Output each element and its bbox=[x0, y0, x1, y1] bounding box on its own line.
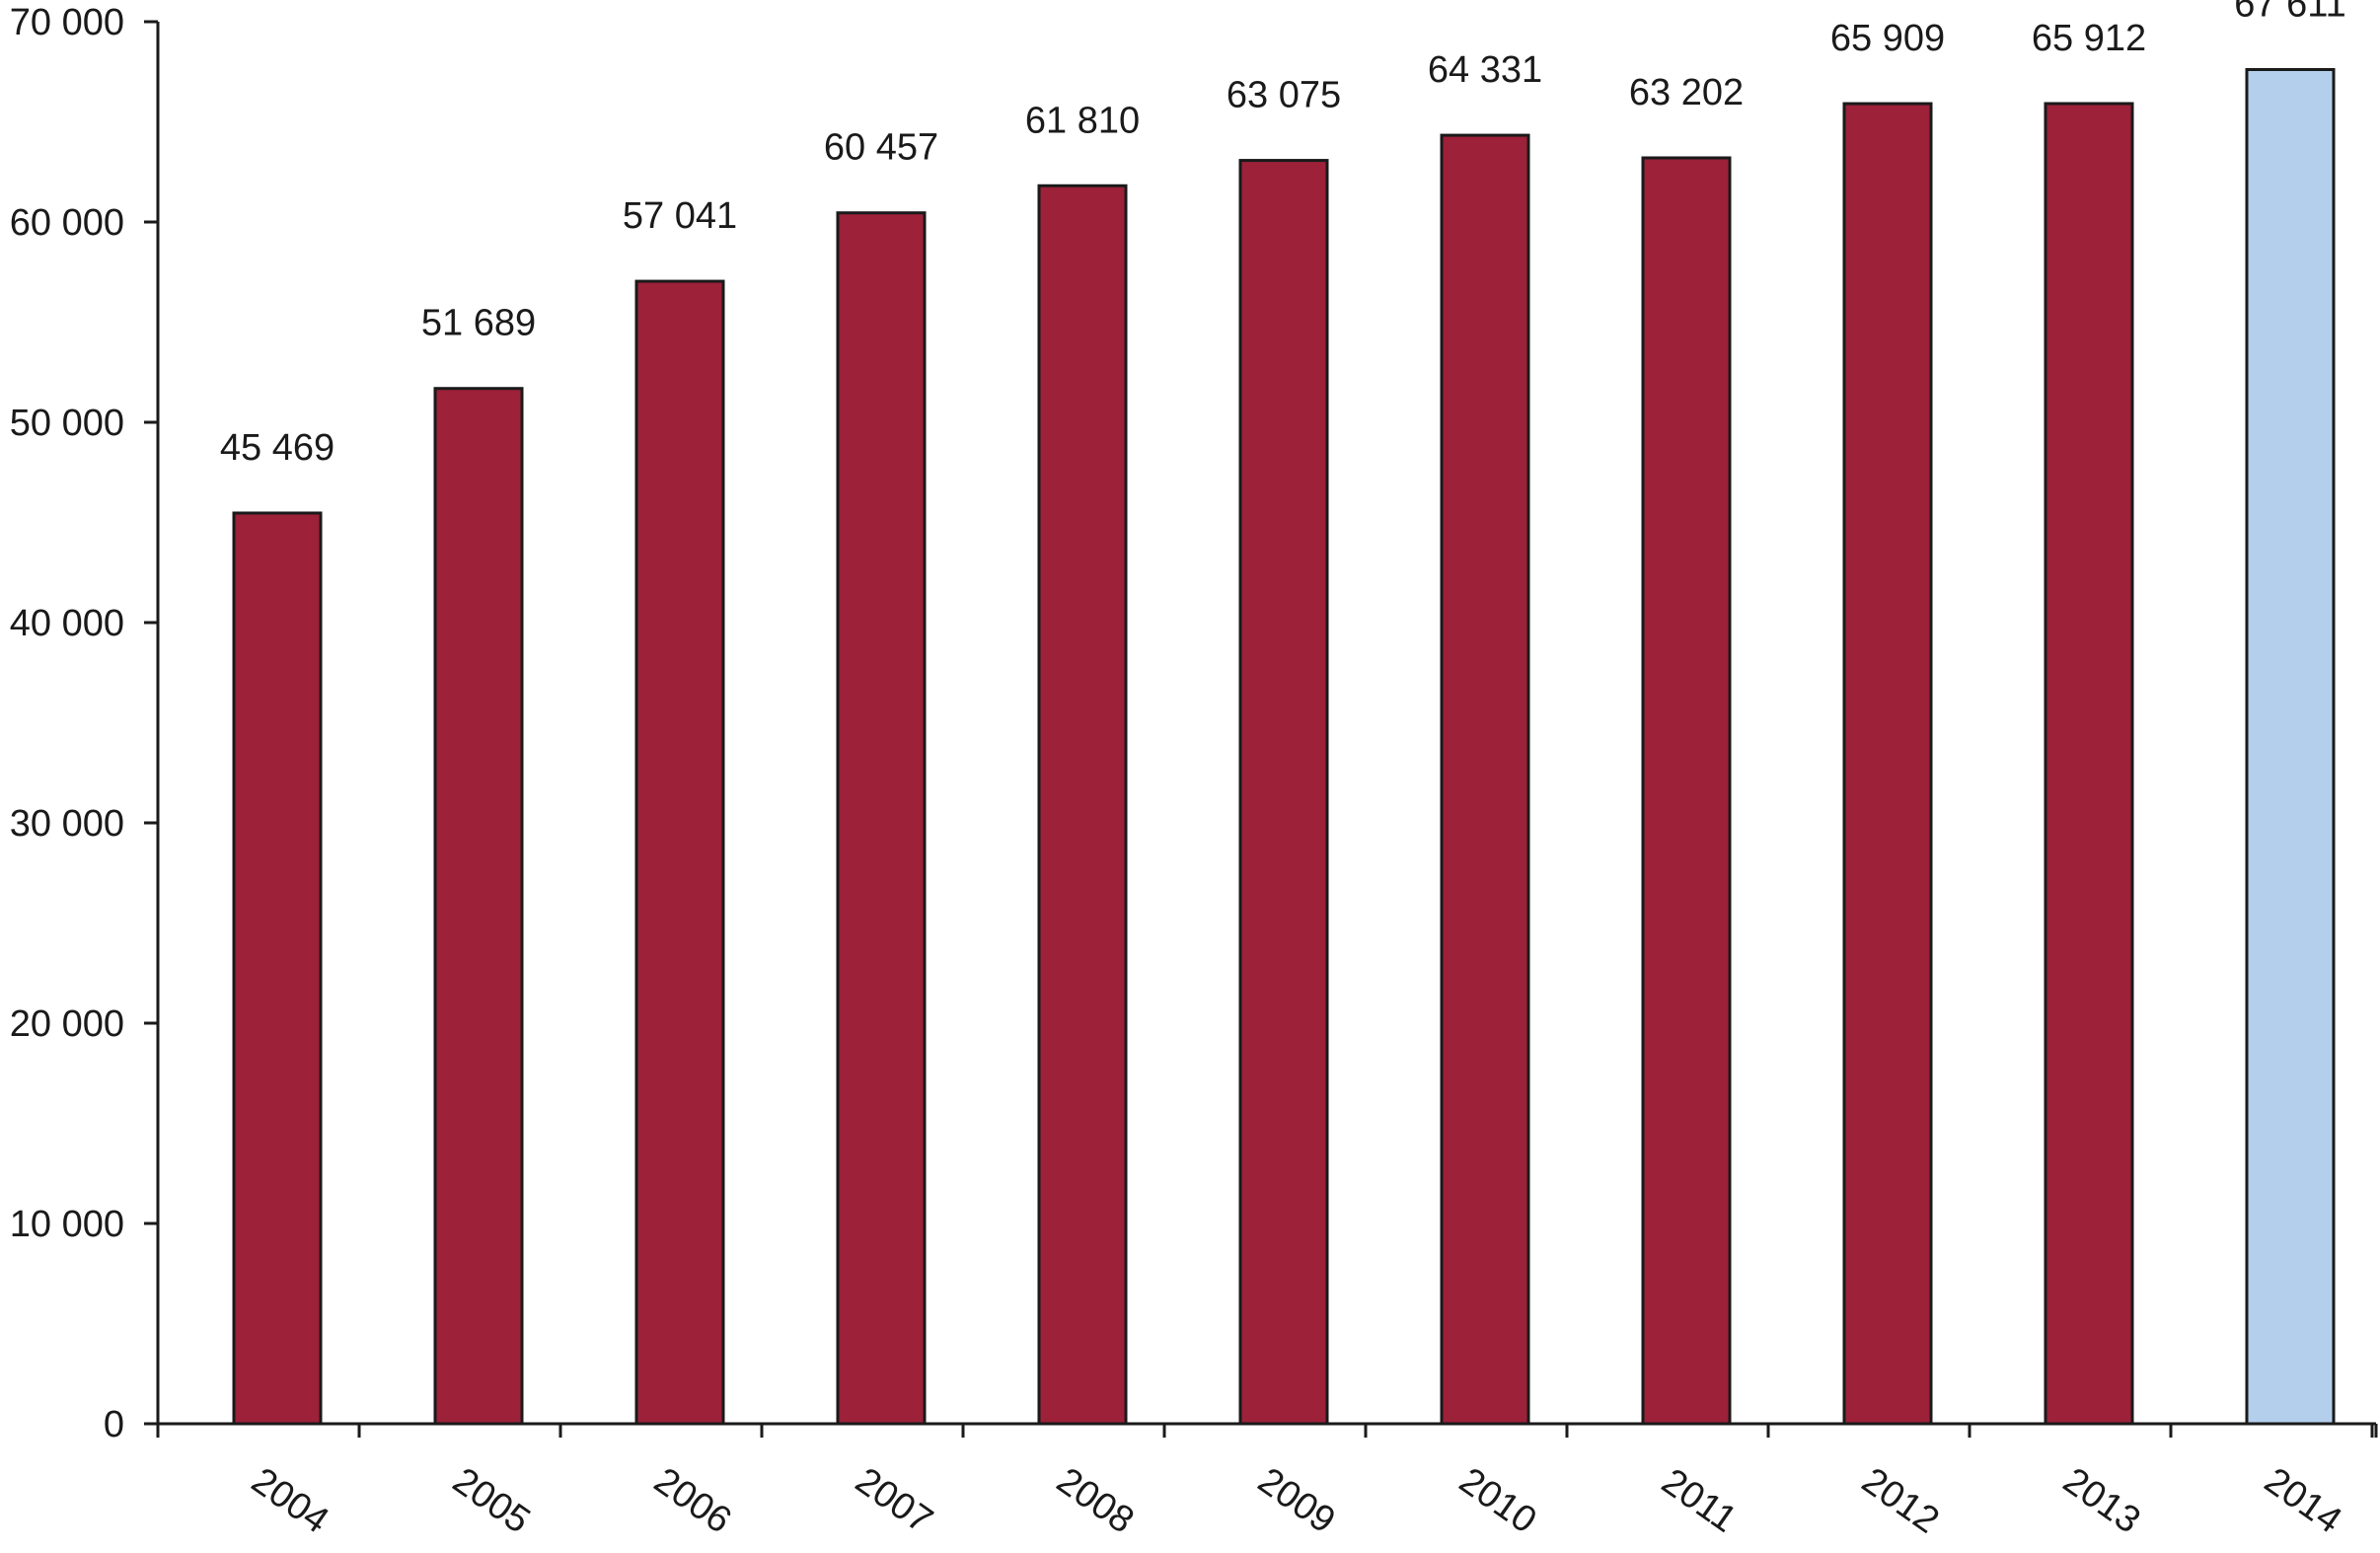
bar-2009 bbox=[1238, 159, 1329, 1426]
x-tick-label: 2013 bbox=[2055, 1460, 2147, 1542]
x-tick-label: 2011 bbox=[1654, 1461, 1744, 1541]
bar-2010 bbox=[1440, 133, 1530, 1426]
data-label: 57 041 bbox=[623, 195, 737, 237]
y-tick-label: 20 000 bbox=[10, 1003, 124, 1045]
x-tick-label: 2005 bbox=[445, 1460, 537, 1542]
bar-2004 bbox=[232, 511, 323, 1426]
x-tick-label: 2008 bbox=[1049, 1460, 1141, 1542]
bar-2011 bbox=[1641, 156, 1732, 1426]
y-axis-ticks: 0 10 000 20 000 30 000 40 000 50 000 60 000 70 … bbox=[10, 2, 158, 1445]
bar-2012 bbox=[1842, 102, 1933, 1426]
data-label: 65 909 bbox=[1830, 18, 1945, 59]
data-label: 67 611 bbox=[2234, 0, 2345, 25]
x-tick-label: 2009 bbox=[1250, 1460, 1342, 1542]
data-label: 65 912 bbox=[2032, 18, 2146, 59]
data-label: 63 202 bbox=[1629, 72, 1744, 113]
bar-2008 bbox=[1037, 184, 1128, 1426]
y-tick-label: 30 000 bbox=[10, 803, 124, 845]
x-tick-label: 2012 bbox=[1854, 1460, 1946, 1542]
bar-2007 bbox=[836, 211, 927, 1426]
x-tick-label: 2006 bbox=[646, 1460, 738, 1542]
data-label: 63 075 bbox=[1227, 75, 1341, 116]
x-axis-labels: 2004 2005 2006 2007 2008 2009 2010 2011 2012 2013… bbox=[244, 1460, 2348, 1542]
x-tick-label: 2010 bbox=[1451, 1460, 1543, 1542]
axes bbox=[156, 22, 2378, 1438]
x-tick-label: 2014 bbox=[2257, 1460, 2348, 1542]
data-label: 60 457 bbox=[824, 127, 938, 169]
y-tick-label: 40 000 bbox=[10, 603, 124, 644]
bars bbox=[232, 67, 2336, 1426]
data-label: 64 331 bbox=[1428, 49, 1542, 91]
data-label: 45 469 bbox=[220, 427, 335, 469]
value-labels: 45 469 51 689 57 041 60 457 61 810 63 075 64 3… bbox=[220, 0, 2346, 469]
bar-2006 bbox=[634, 279, 725, 1426]
y-tick-label: 60 000 bbox=[10, 202, 124, 244]
y-tick-label: 50 000 bbox=[10, 403, 124, 444]
data-label: 51 689 bbox=[421, 303, 536, 344]
x-tick-label: 2004 bbox=[244, 1460, 335, 1542]
bar-2014 bbox=[2245, 67, 2336, 1426]
data-label: 61 810 bbox=[1025, 100, 1140, 141]
x-tick-label: 2007 bbox=[848, 1460, 939, 1542]
bar-2005 bbox=[433, 387, 524, 1426]
y-tick-label: 70 000 bbox=[10, 2, 124, 43]
bar-2013 bbox=[2044, 102, 2134, 1426]
y-tick-label: 0 bbox=[104, 1404, 124, 1445]
y-tick-label: 10 000 bbox=[10, 1204, 124, 1245]
